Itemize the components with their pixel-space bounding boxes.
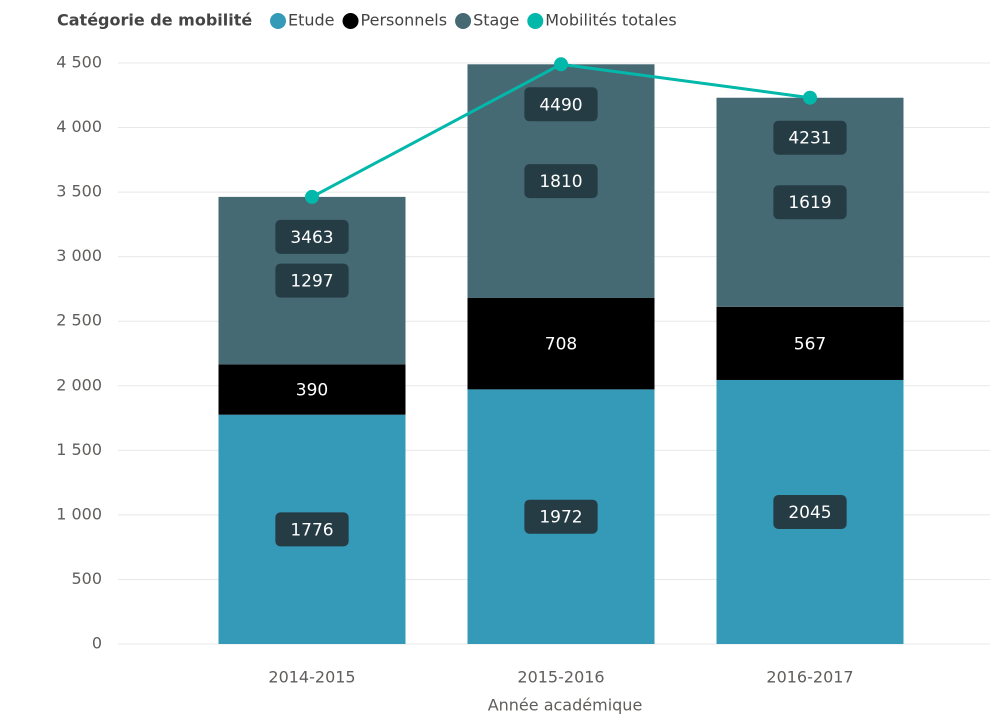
legend-marker xyxy=(342,13,359,29)
data-label-box xyxy=(773,185,847,220)
line-marker xyxy=(554,57,568,72)
data-label: 1776 xyxy=(290,520,333,540)
legend-marker xyxy=(527,13,544,29)
data-label: 3463 xyxy=(290,228,333,248)
data-label: 4231 xyxy=(788,129,831,149)
bar-segment xyxy=(218,364,406,415)
data-label-box xyxy=(524,499,598,534)
bar-segment xyxy=(716,306,904,380)
y-tick-label: 4 500 xyxy=(56,53,102,72)
legend-label: Etude xyxy=(288,11,335,30)
legend-label: Stage xyxy=(473,11,519,30)
data-label: 4490 xyxy=(539,95,582,115)
legend-marker xyxy=(455,13,472,29)
legend-label: Mobilités totales xyxy=(545,11,676,30)
bar-segment xyxy=(467,297,655,390)
x-axis-title: Année académique xyxy=(488,696,643,715)
y-tick-label: 1 500 xyxy=(56,440,102,459)
y-tick-label: 4 000 xyxy=(56,117,102,136)
data-label: 708 xyxy=(545,335,577,355)
y-tick-label: 2 500 xyxy=(56,311,102,330)
y-tick-label: 1 000 xyxy=(56,504,102,523)
y-tick-label: 3 000 xyxy=(56,246,102,265)
x-tick-label: 2015-2016 xyxy=(517,668,604,687)
data-label: 1619 xyxy=(788,193,831,213)
data-label-box xyxy=(773,494,847,529)
legend-label: Personnels xyxy=(361,11,448,30)
data-label: 2045 xyxy=(788,503,831,523)
y-tick-label: 0 xyxy=(92,634,102,653)
x-tick-label: 2016-2017 xyxy=(766,668,853,687)
data-label: 567 xyxy=(794,334,826,354)
data-label-box xyxy=(275,263,349,298)
data-label-box xyxy=(524,164,598,199)
data-label: 1810 xyxy=(539,172,582,192)
data-label-box xyxy=(773,120,847,155)
x-tick-label: 2014-2015 xyxy=(268,668,355,687)
legend-title: Catégorie de mobilité xyxy=(57,11,252,30)
data-label: 1972 xyxy=(539,508,582,528)
data-label-box xyxy=(275,219,349,254)
legend-marker xyxy=(270,13,286,29)
data-label: 1297 xyxy=(290,272,333,292)
y-tick-label: 3 500 xyxy=(56,182,102,201)
data-label: 390 xyxy=(296,381,328,401)
y-tick-label: 2 000 xyxy=(56,375,102,394)
data-label-box xyxy=(275,512,349,547)
data-label-box xyxy=(524,87,598,122)
line-marker xyxy=(305,189,319,204)
line-marker xyxy=(803,90,817,105)
y-tick-label: 500 xyxy=(71,569,102,588)
